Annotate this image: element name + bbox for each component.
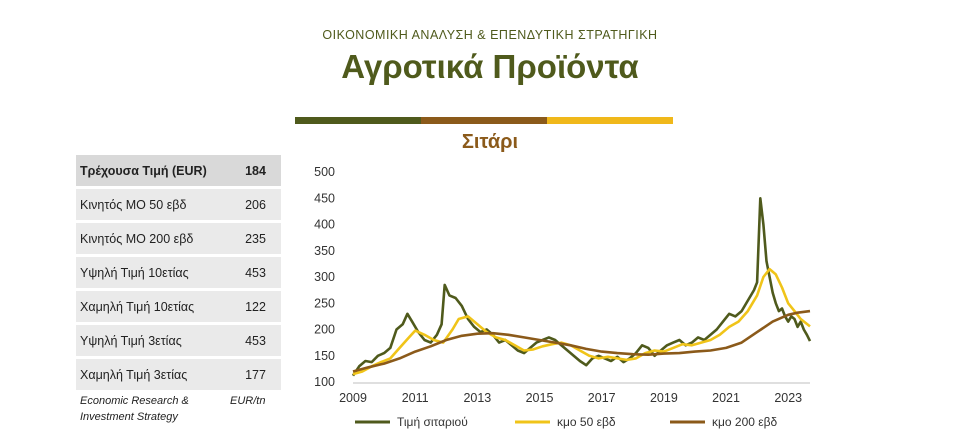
legend-label: Τιμή σιταριού (397, 415, 468, 429)
report-subtitle: ΟΙΚΟΝΟΜΙΚΗ ΑΝΑΛΥΣΗ & ΕΠΕΝΔΥΤΙΚΗ ΣΤΡΑΤΗΓΙ… (322, 28, 658, 42)
chart-title: Σιτάρι (461, 131, 519, 153)
series-line (352, 267, 811, 376)
stats-value: 177 (245, 367, 266, 382)
footnote-source: Economic Research & Investment Strategy (80, 395, 189, 423)
color-bar-gold (547, 117, 673, 124)
x-tick-label: 2013 (463, 391, 491, 405)
series-line (352, 309, 811, 373)
color-bar-brown (421, 117, 547, 124)
stats-row: Κινητός ΜΟ 50 εβδ 206 (76, 189, 281, 220)
stats-value: 122 (245, 299, 266, 314)
stats-row: Χαμηλή Τιμή 10ετίας 122 (76, 291, 281, 322)
stats-value: 206 (245, 197, 266, 212)
stats-row: Χαμηλή Τιμή 3ετίας 177 (76, 359, 281, 390)
y-tick-label: 300 (314, 270, 335, 284)
x-tick-label: 2023 (774, 391, 802, 405)
x-tick-label: 2011 (402, 391, 429, 405)
stats-value: 235 (245, 231, 266, 246)
stats-label: Χαμηλή Τιμή 3ετίας (80, 367, 188, 382)
x-tick-label: 2021 (712, 391, 740, 405)
stats-label: Υψηλή Τιμή 10ετίας (80, 265, 189, 280)
y-tick-label: 150 (314, 349, 335, 363)
stats-label: Κινητός ΜΟ 50 εβδ (80, 197, 187, 212)
y-tick-label: 100 (314, 375, 335, 389)
y-tick-label: 250 (314, 296, 335, 310)
stats-value: 453 (245, 265, 266, 280)
y-tick-label: 500 (314, 165, 335, 179)
stats-row: Υψηλή Τιμή 10ετίας 453 (76, 257, 281, 288)
stats-label: Κινητός ΜΟ 200 εβδ (80, 231, 194, 246)
stats-label: Υψηλή Τιμή 3ετίας (80, 333, 182, 348)
color-bar-olive (295, 117, 421, 124)
footnote-unit: EUR/tn (230, 395, 266, 407)
stats-row: Τρέχουσα Τιμή (EUR) 184 (76, 155, 281, 186)
x-tick-label: 2019 (650, 391, 678, 405)
stats-value: 453 (245, 333, 266, 348)
legend-label: κμο 200 εβδ (712, 415, 778, 429)
y-tick-label: 400 (314, 218, 335, 232)
legend-label: κμο 50 εβδ (557, 415, 616, 429)
x-tick-label: 2017 (588, 391, 616, 405)
stats-row: Υψηλή Τιμή 3ετίας 453 (76, 325, 281, 356)
page-title: Αγροτικά Προϊόντα (341, 48, 639, 85)
stats-label: Χαμηλή Τιμή 10ετίας (80, 299, 195, 314)
y-tick-label: 450 (314, 191, 335, 205)
stats-label: Τρέχουσα Τιμή (EUR) (80, 163, 207, 178)
stats-table: Τρέχουσα Τιμή (EUR) 184 Κινητός ΜΟ 50 εβ… (76, 155, 281, 393)
y-tick-label: 350 (314, 244, 335, 258)
x-tick-label: 2009 (339, 391, 367, 405)
y-tick-label: 200 (314, 323, 335, 337)
decorative-color-bars (295, 117, 673, 124)
x-tick-label: 2015 (526, 391, 554, 405)
stats-value: 184 (245, 163, 266, 178)
stats-row: Κινητός ΜΟ 200 εβδ 235 (76, 223, 281, 254)
